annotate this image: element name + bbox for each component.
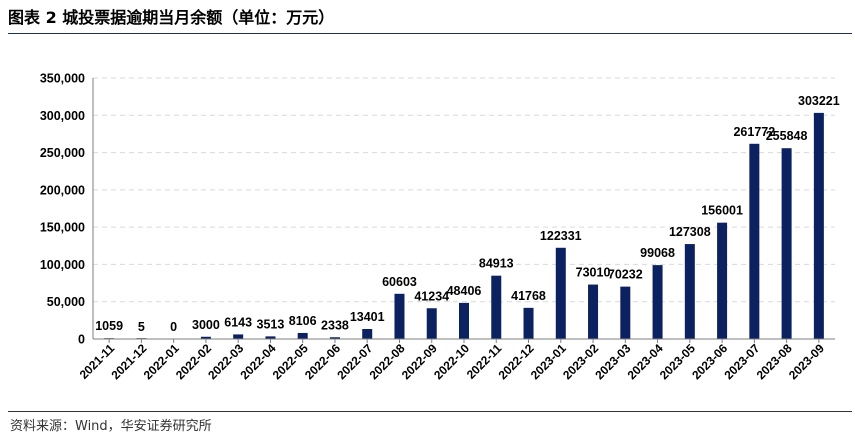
bar bbox=[394, 293, 405, 339]
data-label: 13401 bbox=[350, 310, 385, 324]
data-label: 303221 bbox=[798, 94, 840, 108]
data-label: 41234 bbox=[414, 289, 449, 303]
x-tick-label: 2023-09 bbox=[786, 341, 827, 382]
data-label: 73010 bbox=[576, 266, 611, 280]
bar bbox=[491, 275, 502, 339]
chart-title: 图表 2 城投票据逾期当月余额（单位：万元） bbox=[8, 8, 335, 27]
y-tick-label: 200,000 bbox=[40, 183, 85, 197]
bars bbox=[104, 112, 824, 340]
y-tick-label: 50,000 bbox=[47, 295, 85, 309]
y-tick-label: 250,000 bbox=[40, 146, 85, 160]
bar bbox=[459, 302, 469, 339]
bar bbox=[426, 308, 437, 339]
data-label: 3513 bbox=[257, 317, 285, 331]
data-label: 41768 bbox=[511, 289, 546, 303]
bar bbox=[684, 244, 695, 339]
bar bbox=[265, 336, 276, 339]
data-label: 84913 bbox=[479, 257, 514, 271]
y-tick-label: 0 bbox=[78, 333, 85, 347]
bar bbox=[813, 112, 824, 340]
bar bbox=[588, 284, 599, 339]
y-tick-label: 150,000 bbox=[40, 221, 85, 235]
data-label: 156001 bbox=[701, 204, 743, 218]
y-tick-labels: 0 50,000 100,000 150,000 200,000 250,000 300,0… bbox=[40, 72, 85, 347]
bar bbox=[362, 329, 373, 339]
bar bbox=[652, 265, 663, 339]
source-rule bbox=[8, 411, 852, 412]
data-label: 6143 bbox=[224, 315, 252, 329]
bar bbox=[620, 286, 631, 339]
bar bbox=[297, 332, 308, 339]
x-tick-label: 2022-10 bbox=[431, 341, 472, 382]
data-label: 48406 bbox=[447, 284, 482, 298]
bar bbox=[233, 334, 244, 339]
grid-lines bbox=[93, 77, 835, 303]
bar bbox=[749, 143, 760, 339]
bar bbox=[781, 148, 792, 339]
data-label: 255848 bbox=[766, 129, 808, 143]
bar bbox=[555, 247, 566, 339]
data-label: 1059 bbox=[95, 319, 123, 333]
data-label: 261772 bbox=[733, 125, 775, 139]
source-note: 资料来源：Wind，华安证券研究所 bbox=[10, 419, 212, 434]
bar bbox=[523, 307, 534, 339]
data-label: 70232 bbox=[608, 268, 643, 282]
data-label: 3000 bbox=[192, 318, 220, 332]
y-tick-label: 350,000 bbox=[40, 72, 85, 86]
data-label: 127308 bbox=[669, 225, 711, 239]
axes bbox=[92, 78, 835, 343]
bar bbox=[717, 222, 728, 339]
y-tick-label: 300,000 bbox=[40, 109, 85, 123]
data-label: 0 bbox=[170, 320, 177, 334]
bar bbox=[200, 336, 211, 339]
data-label: 99068 bbox=[640, 246, 675, 260]
title-rule bbox=[8, 33, 852, 34]
bar bbox=[329, 337, 340, 339]
x-tick-labels: 2021-112021-122022-012022-022022-032022-… bbox=[77, 341, 828, 382]
y-tick-label: 100,000 bbox=[40, 258, 85, 272]
data-label: 8106 bbox=[289, 314, 317, 328]
data-label: 122331 bbox=[540, 229, 582, 243]
data-label: 5 bbox=[138, 320, 145, 334]
data-label: 2338 bbox=[321, 318, 349, 332]
data-label: 60603 bbox=[382, 275, 417, 289]
